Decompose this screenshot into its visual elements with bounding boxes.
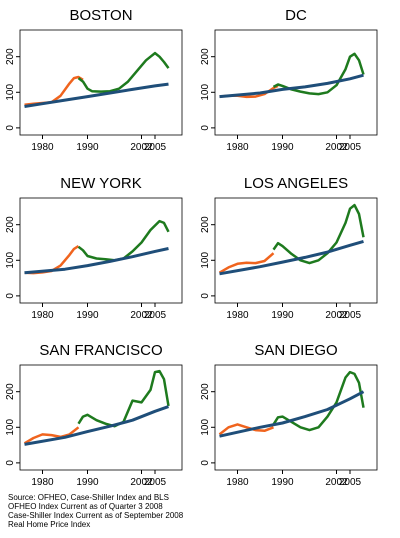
series-line <box>77 369 170 428</box>
x-tick-label: 2002 <box>130 310 153 321</box>
series-line <box>24 247 169 275</box>
y-tick-label: 0 <box>200 293 211 299</box>
panel-title: BOSTON <box>69 7 132 24</box>
y-tick-label: 100 <box>200 84 211 101</box>
y-tick-label: 0 <box>200 460 211 466</box>
panel-title: DC <box>285 7 307 24</box>
plot-frame <box>19 197 183 304</box>
series-line <box>219 239 364 276</box>
x-tick-label: 1990 <box>76 310 99 321</box>
x-tick-label: 1980 <box>31 142 54 153</box>
y-tick-label: 0 <box>200 125 211 131</box>
x-tick-label: 2005 <box>144 310 167 321</box>
y-tick-label: 100 <box>5 84 16 101</box>
y-tick-label: 100 <box>5 419 16 436</box>
y-tick-label: 0 <box>5 125 16 131</box>
y-tick-label: 200 <box>200 48 211 65</box>
x-tick-label: 2002 <box>325 477 348 488</box>
series-line <box>77 51 170 93</box>
plot-frame <box>214 29 378 136</box>
series-line <box>77 219 170 262</box>
x-tick-label: 1980 <box>31 477 54 488</box>
plot-frame <box>214 197 378 304</box>
x-tick-label: 1990 <box>76 477 99 488</box>
panel-title: NEW YORK <box>60 175 141 192</box>
series-line <box>272 52 365 96</box>
x-tick-label: 1990 <box>271 310 294 321</box>
y-tick-label: 0 <box>5 293 16 299</box>
plot-frame <box>214 364 378 471</box>
series-line <box>218 423 274 436</box>
panel-title: SAN FRANCISCO <box>39 342 162 359</box>
x-tick-label: 1990 <box>76 142 99 153</box>
series-line <box>272 370 365 432</box>
x-tick-label: 1980 <box>226 477 249 488</box>
y-tick-label: 0 <box>5 460 16 466</box>
plot-frame <box>19 364 183 471</box>
y-tick-label: 200 <box>200 216 211 233</box>
series-line <box>24 82 169 108</box>
x-tick-label: 1980 <box>226 310 249 321</box>
x-tick-label: 2002 <box>325 310 348 321</box>
source-note: Source: OFHEO, Case-Shiller Index and BL… <box>8 493 169 502</box>
x-tick-label: 1980 <box>226 142 249 153</box>
x-tick-label: 1990 <box>271 477 294 488</box>
x-tick-label: 2002 <box>130 477 153 488</box>
x-tick-label: 2005 <box>144 142 167 153</box>
y-tick-label: 200 <box>200 383 211 400</box>
series-line <box>219 73 364 99</box>
plot-frame <box>19 29 183 136</box>
x-tick-label: 2005 <box>339 477 362 488</box>
panel-title: LOS ANGELES <box>244 175 348 192</box>
x-tick-label: 2002 <box>130 142 153 153</box>
source-note: OFHEO Index Current as of Quarter 3 2008 <box>8 502 163 511</box>
y-tick-label: 200 <box>5 48 16 65</box>
source-note: Case-Shiller Index Current as of Septemb… <box>8 511 184 520</box>
y-tick-label: 200 <box>5 383 16 400</box>
x-tick-label: 1980 <box>31 310 54 321</box>
series-line <box>272 203 365 265</box>
x-tick-label: 2005 <box>339 310 362 321</box>
series-line <box>23 426 80 445</box>
x-tick-label: 2002 <box>325 142 348 153</box>
y-tick-label: 100 <box>200 419 211 436</box>
y-tick-label: 100 <box>5 252 16 269</box>
source-note: Real Home Price Index <box>8 520 90 529</box>
y-tick-label: 200 <box>5 216 16 233</box>
x-tick-label: 2005 <box>144 477 167 488</box>
y-tick-label: 100 <box>200 252 211 269</box>
series-line <box>219 390 365 438</box>
x-tick-label: 2005 <box>339 142 362 153</box>
series-line <box>24 405 169 446</box>
series-line <box>218 252 275 274</box>
x-tick-label: 1990 <box>271 142 294 153</box>
panel-title: SAN DIEGO <box>254 342 337 359</box>
